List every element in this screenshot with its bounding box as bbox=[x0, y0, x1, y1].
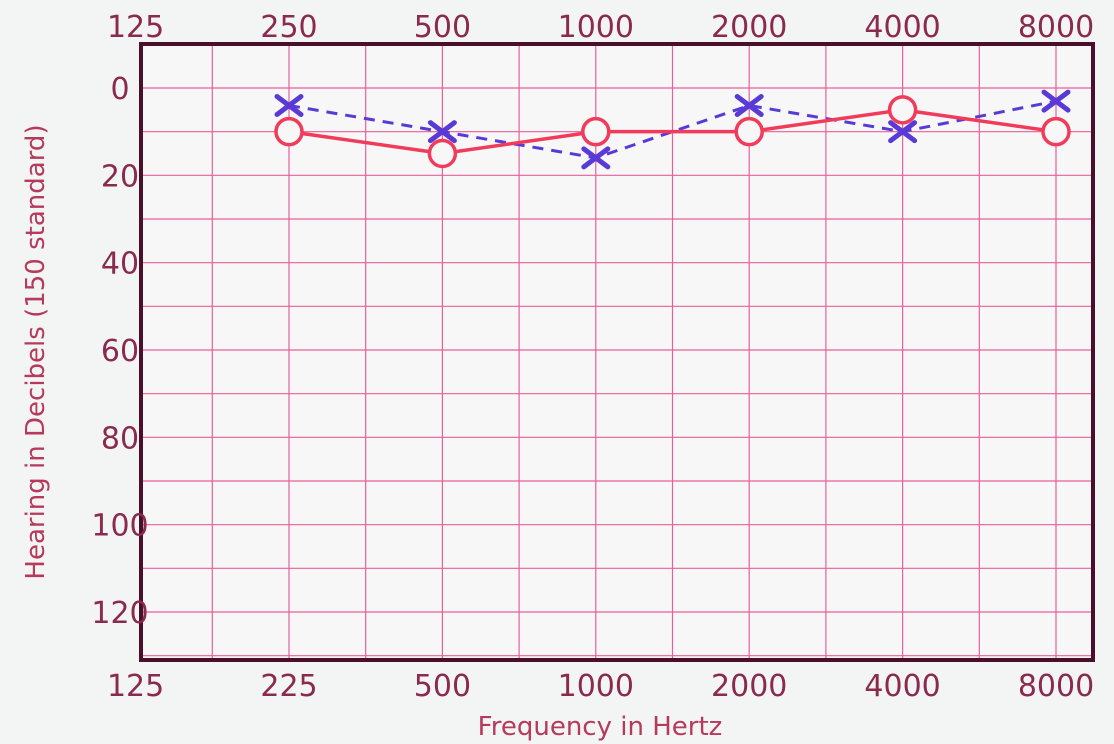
marker-x bbox=[581, 146, 611, 170]
series-line-dashed bbox=[288, 99, 1057, 160]
x-tick-label-bottom: 225 bbox=[260, 669, 317, 704]
x-tick-label-bottom: 1000 bbox=[558, 669, 634, 704]
x-tick-label-bottom: 4000 bbox=[864, 669, 940, 704]
marker-x bbox=[734, 93, 764, 117]
marker-circle bbox=[734, 116, 764, 147]
x-tick-label-top: 2000 bbox=[711, 10, 787, 45]
y-tick-label: 40 bbox=[101, 247, 139, 282]
y-tick-label: 100 bbox=[91, 509, 148, 544]
y-axis-title: Hearing in Decibels (150 standard) bbox=[21, 124, 51, 579]
x-tick-label-top: 1000 bbox=[558, 10, 634, 45]
plot-frame bbox=[139, 42, 1095, 662]
marker-circle bbox=[887, 95, 918, 125]
marker-x bbox=[888, 120, 918, 144]
x-tick-label-bottom: 125 bbox=[107, 669, 164, 704]
x-tick-label-top: 500 bbox=[414, 10, 471, 45]
y-tick-label: 60 bbox=[101, 334, 139, 369]
x-tick-label-top: 250 bbox=[260, 10, 317, 45]
y-tick-label: 0 bbox=[110, 72, 129, 107]
x-tick-label-bottom: 2000 bbox=[711, 669, 787, 704]
x-tick-label-bottom: 500 bbox=[414, 669, 471, 704]
marker-x bbox=[1041, 89, 1071, 113]
x-tick-label-top: 4000 bbox=[864, 10, 940, 45]
marker-circle bbox=[1041, 116, 1071, 147]
series-layer bbox=[274, 89, 1071, 170]
y-tick-label: 20 bbox=[101, 159, 139, 194]
series-line-solid bbox=[288, 108, 1057, 156]
plot-background bbox=[141, 44, 1093, 660]
marker-circle bbox=[274, 116, 304, 147]
marker-x bbox=[274, 93, 304, 117]
marker-x bbox=[427, 120, 457, 144]
x-tick-label-bottom: 8000 bbox=[1018, 669, 1094, 704]
marker-circle bbox=[427, 138, 458, 169]
x-tick-label-top: 125 bbox=[107, 10, 164, 45]
marker-circle bbox=[581, 116, 611, 147]
x-tick-label-top: 8000 bbox=[1018, 10, 1094, 45]
y-tick-label: 120 bbox=[91, 596, 148, 631]
grid bbox=[141, 44, 1093, 660]
x-axis-title: Frequency in Hertz bbox=[478, 712, 723, 742]
y-tick-label: 80 bbox=[101, 421, 139, 456]
